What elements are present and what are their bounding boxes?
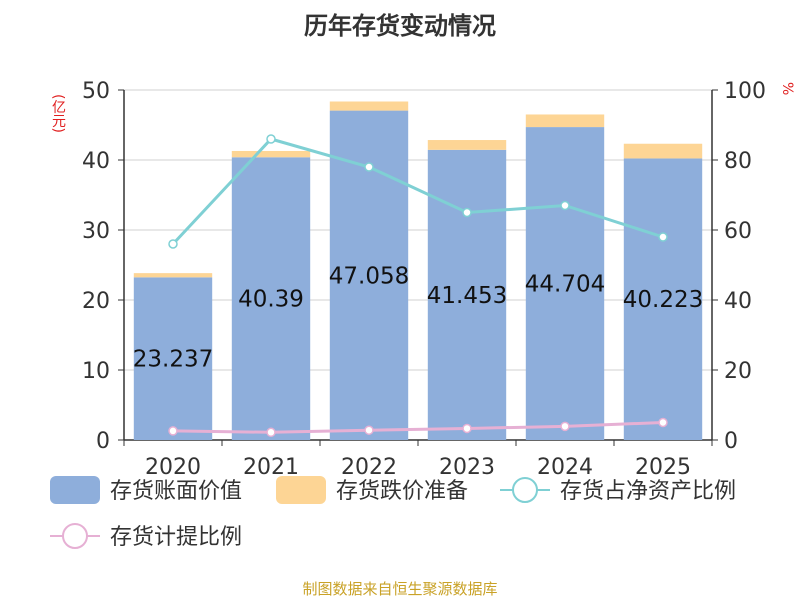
- legend-swatch-book-value: [50, 476, 100, 504]
- right-axis-tick-label: 60: [724, 219, 752, 244]
- x-axis-tick-label: 2021: [243, 455, 299, 480]
- x-axis-tick-label: 2025: [635, 455, 691, 480]
- left-axis-tick-label: 40: [82, 149, 110, 174]
- x-axis-tick-label: 2020: [145, 455, 201, 480]
- left-axis-tick-label: 50: [82, 79, 110, 104]
- point-provision-ratio: [560, 421, 570, 432]
- data-source: 制图数据来自恒生聚源数据库: [302, 580, 498, 598]
- bar-data-label: 41.453: [427, 283, 507, 309]
- bar-book-value: [525, 127, 605, 441]
- point-provision-ratio: [266, 427, 276, 438]
- legend-label: 存货跌价准备: [336, 479, 468, 504]
- x-axis-tick-label: 2022: [341, 455, 397, 480]
- x-axis-tick-label: 2024: [537, 455, 593, 480]
- right-axis-unit: %: [779, 82, 795, 96]
- legend-marker-provision-ratio: [62, 523, 88, 549]
- point-provision-ratio: [364, 425, 374, 435]
- left-axis-tick-label: 20: [82, 289, 110, 314]
- point-inventory-net-asset-ratio: [168, 239, 178, 249]
- bar-impairment-reserve: [133, 273, 213, 278]
- left-axis-tick-label: 30: [82, 219, 110, 244]
- bar-impairment-reserve: [231, 150, 311, 158]
- point-inventory-net-asset-ratio: [658, 232, 668, 242]
- bar-book-value: [623, 158, 703, 440]
- bar-book-value: [133, 277, 213, 440]
- line-provision-ratio: [172, 421, 664, 434]
- point-inventory-net-asset-ratio: [560, 200, 570, 211]
- point-inventory-net-asset-ratio: [266, 134, 276, 144]
- left-axis-tick-label: 0: [96, 429, 110, 454]
- line-inventory-net-asset-ratio: [171, 137, 664, 246]
- point-provision-ratio: [658, 417, 668, 428]
- right-axis-tick-label: 40: [724, 289, 752, 314]
- bar-data-label: 23.237: [133, 347, 213, 373]
- right-axis-tick-label: 20: [724, 359, 752, 384]
- legend-label: 存货占净资产比例: [560, 479, 736, 504]
- bar-book-value: [231, 157, 311, 440]
- bar-impairment-reserve: [525, 114, 605, 128]
- left-axis-tick-label: 10: [82, 359, 110, 384]
- bar-impairment-reserve: [329, 101, 409, 111]
- right-axis-tick-label: 80: [724, 149, 752, 174]
- bar-data-label: 40.39: [238, 287, 304, 313]
- point-provision-ratio: [462, 423, 472, 434]
- bar-book-value: [427, 149, 507, 441]
- chart-title: 历年存货变动情况: [304, 12, 496, 40]
- point-inventory-net-asset-ratio: [462, 207, 472, 218]
- legend-label: 存货计提比例: [110, 525, 242, 550]
- legend-label: 存货账面价值: [110, 479, 242, 504]
- right-axis-tick-label: 100: [724, 79, 766, 104]
- x-axis-tick-label: 2023: [439, 455, 495, 480]
- legend-marker-net-asset-ratio: [512, 477, 538, 503]
- point-provision-ratio: [168, 426, 178, 436]
- point-inventory-net-asset-ratio: [364, 162, 374, 172]
- left-axis-unit: (亿元): [50, 94, 66, 133]
- bar-impairment-reserve: [623, 143, 703, 159]
- bar-data-label: 47.058: [329, 263, 409, 289]
- bar-data-label: 44.704: [525, 272, 605, 298]
- right-axis-tick-label: 0: [724, 429, 738, 454]
- bar-data-label: 40.223: [623, 287, 703, 313]
- legend-swatch-impairment-reserve: [276, 476, 326, 504]
- bar-impairment-reserve: [427, 140, 507, 150]
